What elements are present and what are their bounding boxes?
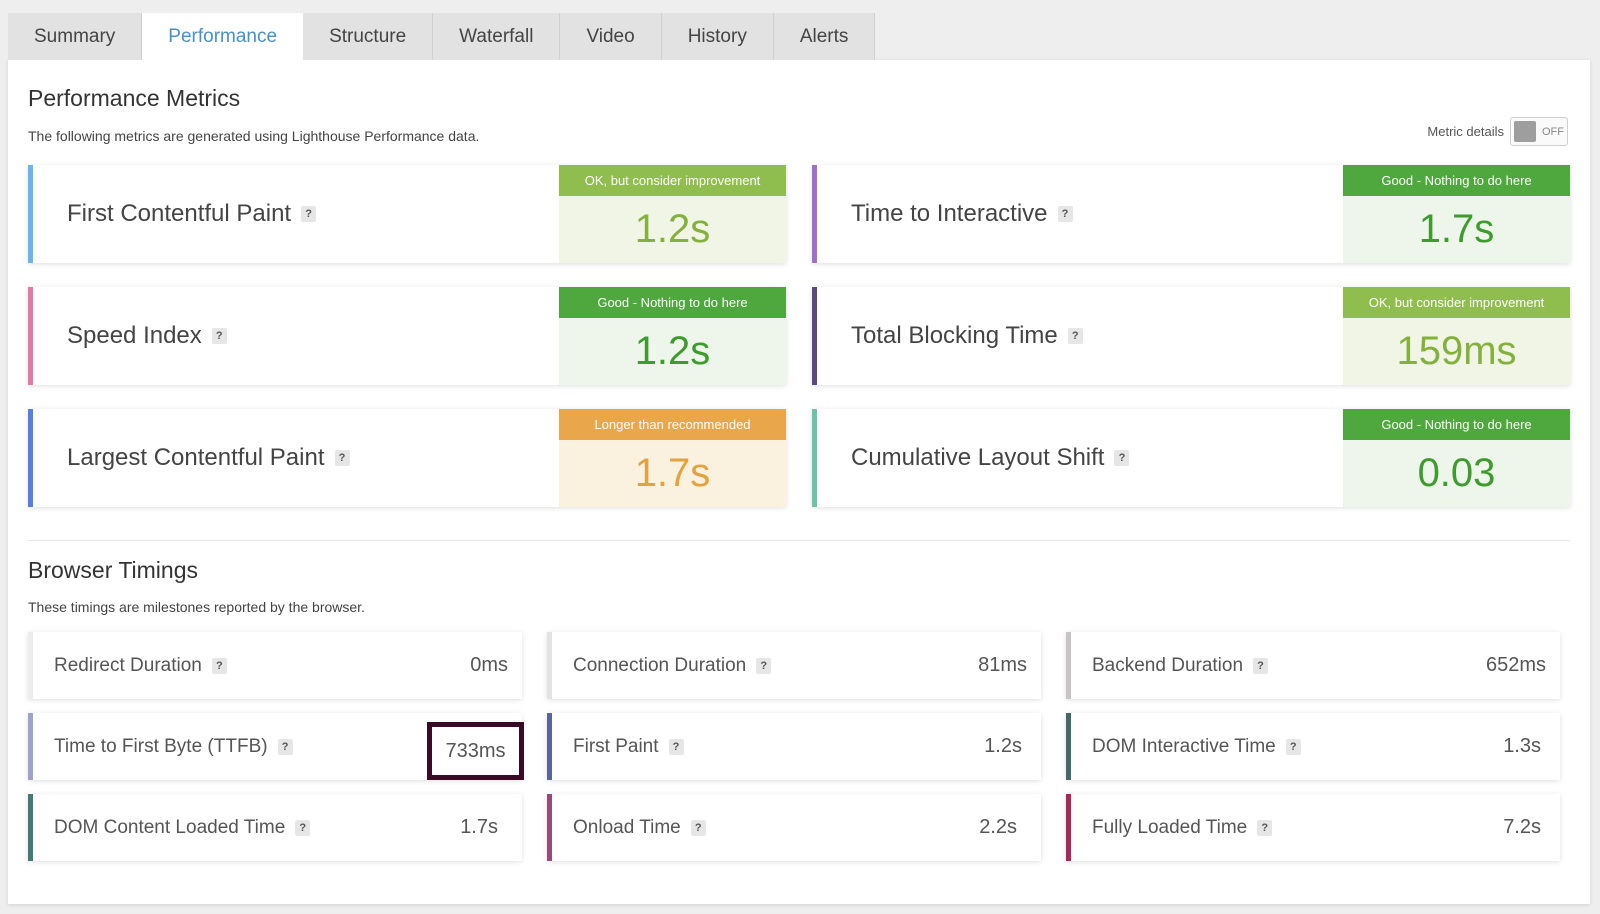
help-icon[interactable]: ? [211,328,227,344]
help-icon[interactable]: ? [211,657,227,674]
grade-label: OK, but consider improvement [559,165,786,196]
grade-label: Good - Nothing to do here [559,287,786,318]
help-icon[interactable]: ? [1057,206,1073,222]
timing-name: Connection Duration? [573,632,772,699]
help-icon[interactable]: ? [334,450,350,466]
metric-details-switch[interactable]: OFF [1510,117,1568,146]
metric-value: 1.7s [559,440,786,507]
metric-grade: Longer than recommended 1.7s [559,409,786,507]
timing-card-redirect: Redirect Duration? 0ms [28,632,522,699]
metric-details-label: Metric details [1427,124,1504,139]
grade-label: Good - Nothing to do here [1343,165,1570,196]
timing-card-ttfb: Time to First Byte (TTFB)? 733ms [28,713,524,780]
timing-value: 0ms [470,654,508,676]
metric-grade: Good - Nothing to do here 1.2s [559,287,786,385]
metric-name: Largest Contentful Paint? [67,409,350,507]
performance-panel: Performance Metrics The following metric… [8,60,1590,904]
help-icon[interactable]: ? [1285,738,1301,755]
timing-value: 1.7s [460,816,498,838]
timing-value-highlighted: 733ms [427,722,524,780]
help-icon[interactable]: ? [668,738,684,755]
metric-name: First Contentful Paint? [67,165,317,263]
metric-details-toggle: Metric details OFF [1427,117,1568,146]
timing-card-backend: Backend Duration? 652ms [1066,632,1560,699]
metric-value: 159ms [1343,318,1570,385]
help-icon[interactable]: ? [277,738,293,755]
metric-grade: OK, but consider improvement 159ms [1343,287,1570,385]
browser-timings-description: These timings are milestones reported by… [28,599,365,615]
help-icon[interactable]: ? [1067,328,1083,344]
metric-name: Speed Index? [67,287,227,385]
tab-alerts[interactable]: Alerts [773,13,876,60]
metric-value: 1.7s [1343,196,1570,263]
timing-value: 1.3s [1503,735,1541,757]
help-icon[interactable]: ? [1257,819,1273,836]
metric-value: 0.03 [1343,440,1570,507]
timing-name: Onload Time? [573,794,706,861]
performance-metrics-description: The following metrics are generated usin… [28,128,480,144]
switch-state: OFF [1542,125,1564,138]
timing-name: Time to First Byte (TTFB)? [54,713,293,780]
help-icon[interactable]: ? [1114,450,1130,466]
grade-label: Longer than recommended [559,409,786,440]
browser-timings-title: Browser Timings [28,557,198,583]
metric-card-cls: Cumulative Layout Shift? Good - Nothing … [812,409,1570,507]
timing-name: DOM Interactive Time? [1092,713,1301,780]
timing-name: Backend Duration? [1092,632,1269,699]
help-icon[interactable]: ? [295,819,311,836]
grade-label: Good - Nothing to do here [1343,409,1570,440]
help-icon[interactable]: ? [756,657,772,674]
timing-name: DOM Content Loaded Time? [54,794,311,861]
metric-name: Cumulative Layout Shift? [851,409,1130,507]
metric-card-lcp: Largest Contentful Paint? Longer than re… [28,409,786,507]
timing-name: First Paint? [573,713,684,780]
metric-name: Time to Interactive? [851,165,1073,263]
tab-waterfall[interactable]: Waterfall [433,13,561,60]
timing-card-onload: Onload Time? 2.2s [547,794,1041,861]
help-icon[interactable]: ? [301,206,317,222]
timing-name: Redirect Duration? [54,632,227,699]
timing-value: 2.2s [979,816,1017,838]
metric-grade: OK, but consider improvement 1.2s [559,165,786,263]
metric-value: 1.2s [559,318,786,385]
tab-summary[interactable]: Summary [8,13,143,60]
section-divider [28,540,1570,541]
tab-performance[interactable]: Performance [142,13,304,61]
timing-card-fully-loaded: Fully Loaded Time? 7.2s [1066,794,1560,861]
timing-value: 1.2s [984,735,1022,757]
timing-card-dom-content-loaded: DOM Content Loaded Time? 1.7s [28,794,522,861]
tab-bar: Summary Performance Structure Waterfall … [8,13,876,61]
timing-card-connection: Connection Duration? 81ms [547,632,1041,699]
tab-structure[interactable]: Structure [303,13,434,60]
metric-grade: Good - Nothing to do here 1.7s [1343,165,1570,263]
timing-value: 7.2s [1503,816,1541,838]
tab-video[interactable]: Video [560,13,662,60]
metric-card-fcp: First Contentful Paint? OK, but consider… [28,165,786,263]
timing-value: 81ms [978,654,1027,676]
switch-knob [1514,121,1536,142]
timing-name: Fully Loaded Time? [1092,794,1273,861]
timing-value: 652ms [1485,654,1546,676]
help-icon[interactable]: ? [690,819,706,836]
grade-label: OK, but consider improvement [1343,287,1570,318]
metric-grade: Good - Nothing to do here 0.03 [1343,409,1570,507]
performance-metrics-title: Performance Metrics [28,85,241,111]
tab-history[interactable]: History [661,13,774,60]
metric-name: Total Blocking Time? [851,287,1083,385]
timing-card-first-paint: First Paint? 1.2s [547,713,1041,780]
metric-value: 1.2s [559,196,786,263]
metric-card-speed-index: Speed Index? Good - Nothing to do here 1… [28,287,786,385]
metric-card-tti: Time to Interactive? Good - Nothing to d… [812,165,1570,263]
metric-card-tbt: Total Blocking Time? OK, but consider im… [812,287,1570,385]
help-icon[interactable]: ? [1253,657,1269,674]
timing-card-dom-interactive: DOM Interactive Time? 1.3s [1066,713,1560,780]
